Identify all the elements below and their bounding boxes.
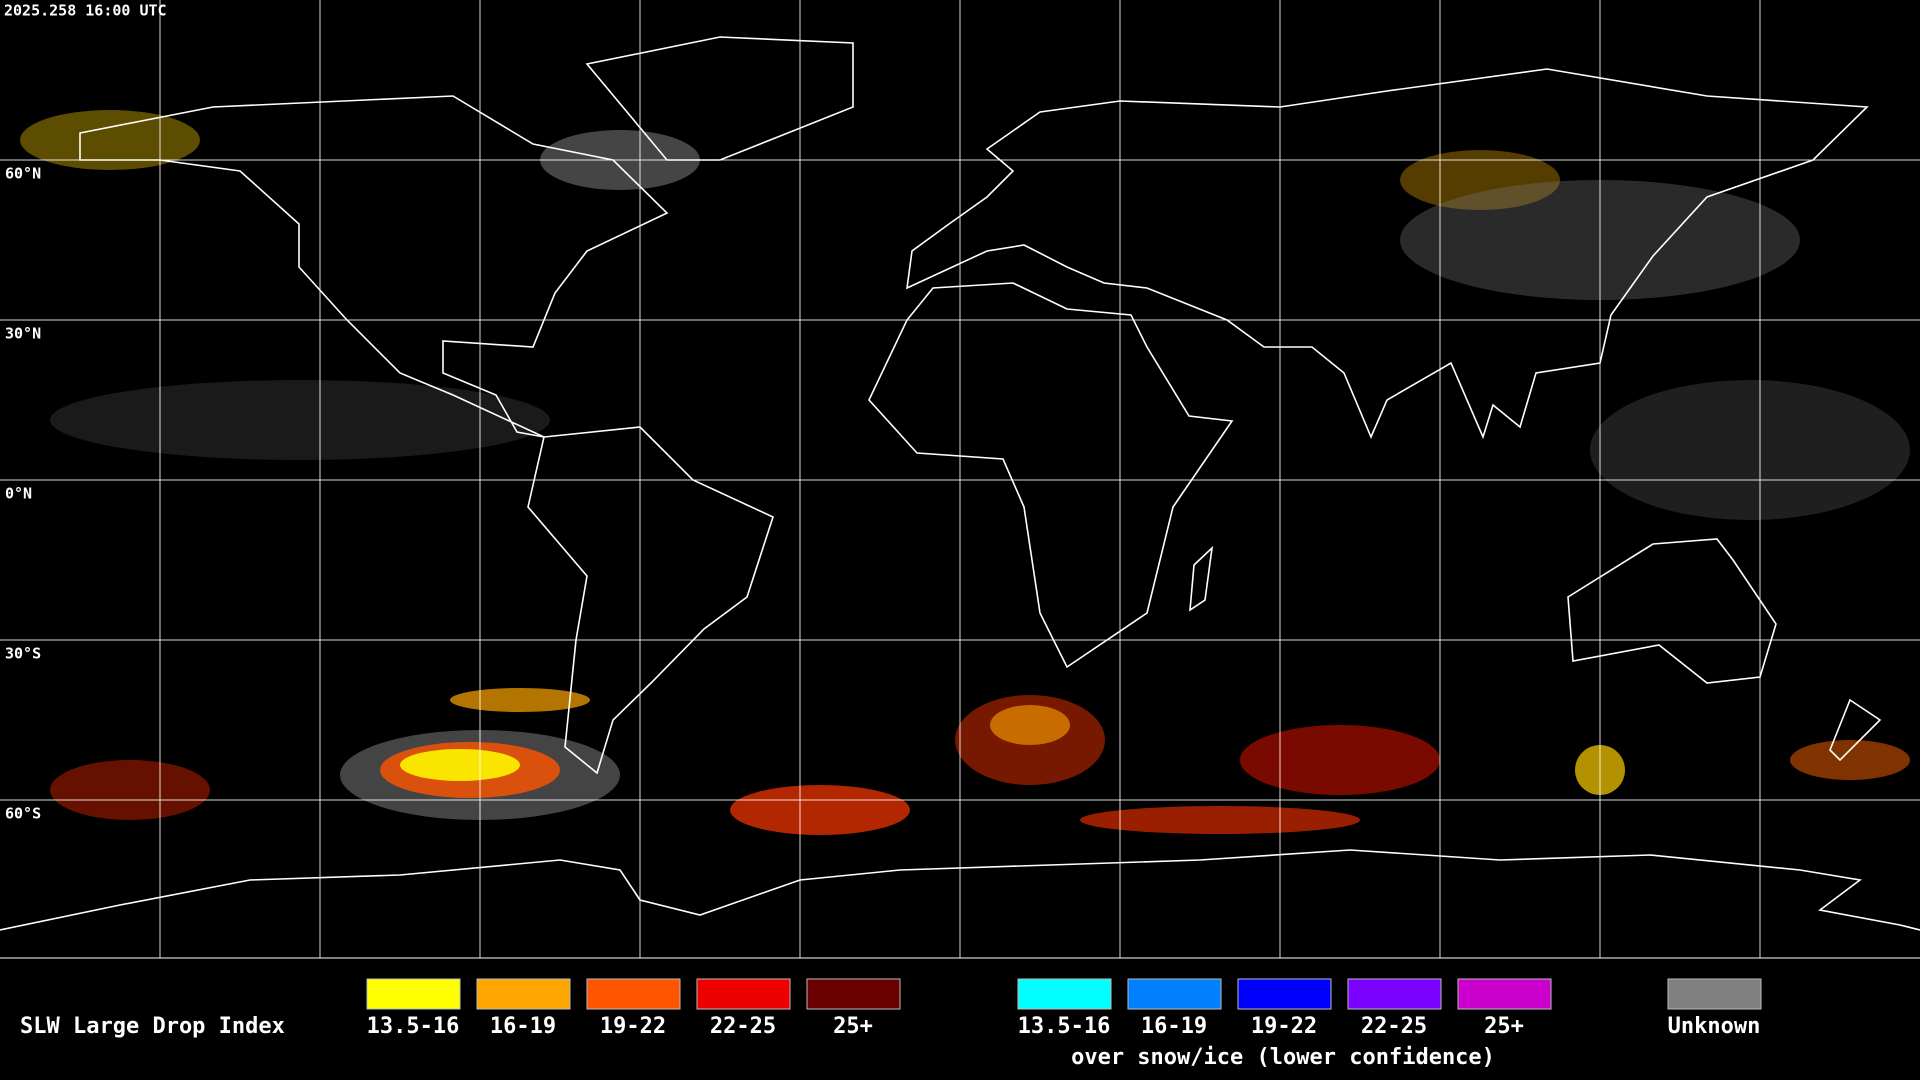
legend: SLW Large Drop Index over snow/ice (lowe… (0, 957, 1920, 1080)
graticule (0, 0, 1920, 958)
cloud-patch (1590, 380, 1910, 520)
cloud-patch (400, 749, 520, 781)
legend-swatch (366, 978, 461, 1010)
coastline (79, 95, 669, 438)
legend-swatch (806, 978, 901, 1010)
latitude-label: 30°N (5, 325, 41, 343)
legend-label: 25+ (1484, 1014, 1524, 1039)
coastline (527, 426, 774, 775)
cloud-patch (450, 688, 590, 712)
legend-title: SLW Large Drop Index (20, 1014, 285, 1039)
legend-label: 22-25 (710, 1014, 776, 1039)
legend-swatch (1127, 978, 1222, 1010)
legend-label: 19-22 (600, 1014, 666, 1039)
legend-swatch (696, 978, 791, 1010)
legend-label: 13.5-16 (367, 1014, 460, 1039)
legend-swatch (1237, 978, 1332, 1010)
legend-swatch (586, 978, 681, 1010)
legend-label: 16-19 (1141, 1014, 1207, 1039)
latitude-label: 0°N (5, 485, 32, 503)
cloud-patch (1790, 740, 1910, 780)
legend-label: Unknown (1668, 1014, 1761, 1039)
legend-swatch (1017, 978, 1112, 1010)
legend-swatch (476, 978, 571, 1010)
coastline (1189, 545, 1214, 612)
coastline (1567, 538, 1777, 684)
latitude-label: 30°S (5, 645, 41, 663)
cloud-patch (50, 760, 210, 820)
cloud-patch (730, 785, 910, 835)
legend-label: 13.5-16 (1018, 1014, 1111, 1039)
coastline (1829, 698, 1882, 762)
coastline (868, 282, 1234, 669)
legend-swatch (1457, 978, 1552, 1010)
legend-swatch (1667, 978, 1762, 1010)
cloud-patch (50, 380, 550, 460)
cloud-patch (990, 705, 1070, 745)
legend-label: 19-22 (1251, 1014, 1317, 1039)
legend-label: 22-25 (1361, 1014, 1427, 1039)
cloud-patch (1080, 806, 1360, 834)
latitude-label: 60°S (5, 805, 41, 823)
timestamp: 2025.258 16:00 UTC (4, 2, 167, 20)
map-labels: 2025.258 16:00 UTC 60°N 30°N 0°N 30°S 60°S (4, 2, 167, 823)
coastline (0, 849, 1920, 931)
cloud-patch (20, 110, 200, 170)
cloud-field (20, 110, 1910, 835)
legend-swatch (1347, 978, 1442, 1010)
latitude-label: 60°N (5, 165, 41, 183)
legend-label: 25+ (833, 1014, 873, 1039)
legend-label: 16-19 (490, 1014, 556, 1039)
cloud-patch (1240, 725, 1440, 795)
legend-background (0, 958, 1920, 1080)
snow-ice-caption: over snow/ice (lower confidence) (1071, 1045, 1495, 1070)
